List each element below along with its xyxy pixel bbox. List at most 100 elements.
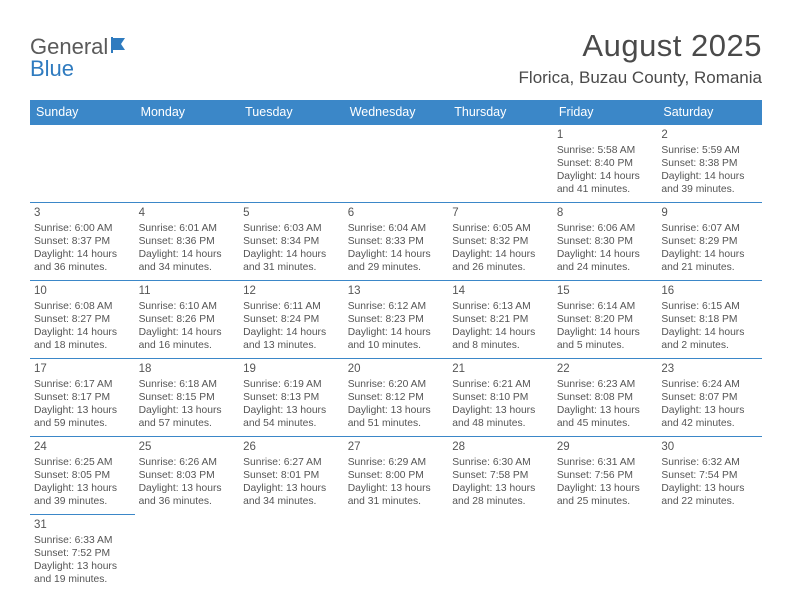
sunset-text: Sunset: 8:40 PM — [557, 157, 654, 170]
sunrise-text: Sunrise: 6:21 AM — [452, 378, 549, 391]
day-number: 2 — [661, 128, 758, 143]
day-number: 11 — [139, 284, 236, 299]
sunset-text: Sunset: 8:18 PM — [661, 313, 758, 326]
calendar-empty-cell — [135, 125, 240, 203]
day-number: 4 — [139, 206, 236, 221]
sunset-text: Sunset: 7:52 PM — [34, 547, 131, 560]
location: Florica, Buzau County, Romania — [519, 68, 762, 88]
daylight-text: Daylight: 14 hours and 8 minutes. — [452, 326, 549, 352]
sunset-text: Sunset: 7:58 PM — [452, 469, 549, 482]
calendar-empty-cell — [448, 125, 553, 203]
sunset-text: Sunset: 8:13 PM — [243, 391, 340, 404]
sunset-text: Sunset: 8:26 PM — [139, 313, 236, 326]
sunrise-text: Sunrise: 6:01 AM — [139, 222, 236, 235]
calendar-day-cell: 1Sunrise: 5:58 AMSunset: 8:40 PMDaylight… — [553, 125, 658, 203]
calendar-empty-cell — [239, 515, 344, 593]
sunrise-text: Sunrise: 6:03 AM — [243, 222, 340, 235]
sunrise-text: Sunrise: 6:25 AM — [34, 456, 131, 469]
day-number: 3 — [34, 206, 131, 221]
sunset-text: Sunset: 8:29 PM — [661, 235, 758, 248]
calendar-day-cell: 10Sunrise: 6:08 AMSunset: 8:27 PMDayligh… — [30, 281, 135, 359]
calendar-empty-cell — [553, 515, 658, 593]
calendar-day-cell: 27Sunrise: 6:29 AMSunset: 8:00 PMDayligh… — [344, 437, 449, 515]
daylight-text: Daylight: 14 hours and 24 minutes. — [557, 248, 654, 274]
daylight-text: Daylight: 14 hours and 13 minutes. — [243, 326, 340, 352]
sunrise-text: Sunrise: 6:20 AM — [348, 378, 445, 391]
calendar-day-cell: 6Sunrise: 6:04 AMSunset: 8:33 PMDaylight… — [344, 203, 449, 281]
daylight-text: Daylight: 14 hours and 2 minutes. — [661, 326, 758, 352]
sunset-text: Sunset: 8:10 PM — [452, 391, 549, 404]
calendar-day-cell: 11Sunrise: 6:10 AMSunset: 8:26 PMDayligh… — [135, 281, 240, 359]
daylight-text: Daylight: 14 hours and 10 minutes. — [348, 326, 445, 352]
day-header: Wednesday — [344, 100, 449, 125]
calendar-day-cell: 31Sunrise: 6:33 AMSunset: 7:52 PMDayligh… — [30, 515, 135, 593]
daylight-text: Daylight: 13 hours and 39 minutes. — [34, 482, 131, 508]
sunrise-text: Sunrise: 5:59 AM — [661, 144, 758, 157]
day-header: Monday — [135, 100, 240, 125]
daylight-text: Daylight: 14 hours and 5 minutes. — [557, 326, 654, 352]
daylight-text: Daylight: 14 hours and 29 minutes. — [348, 248, 445, 274]
day-number: 26 — [243, 440, 340, 455]
calendar-week-row: 24Sunrise: 6:25 AMSunset: 8:05 PMDayligh… — [30, 437, 762, 515]
sunrise-text: Sunrise: 6:05 AM — [452, 222, 549, 235]
daylight-text: Daylight: 13 hours and 36 minutes. — [139, 482, 236, 508]
daylight-text: Daylight: 13 hours and 34 minutes. — [243, 482, 340, 508]
daylight-text: Daylight: 13 hours and 31 minutes. — [348, 482, 445, 508]
sunset-text: Sunset: 8:33 PM — [348, 235, 445, 248]
calendar-day-cell: 5Sunrise: 6:03 AMSunset: 8:34 PMDaylight… — [239, 203, 344, 281]
calendar-day-cell: 9Sunrise: 6:07 AMSunset: 8:29 PMDaylight… — [657, 203, 762, 281]
calendar-empty-cell — [135, 515, 240, 593]
daylight-text: Daylight: 14 hours and 41 minutes. — [557, 170, 654, 196]
sunset-text: Sunset: 8:38 PM — [661, 157, 758, 170]
logo-blue-line: Blue — [30, 56, 74, 82]
calendar-day-cell: 20Sunrise: 6:20 AMSunset: 8:12 PMDayligh… — [344, 359, 449, 437]
sunset-text: Sunset: 8:23 PM — [348, 313, 445, 326]
day-number: 23 — [661, 362, 758, 377]
daylight-text: Daylight: 13 hours and 54 minutes. — [243, 404, 340, 430]
sunrise-text: Sunrise: 6:14 AM — [557, 300, 654, 313]
day-number: 31 — [34, 518, 131, 533]
calendar-empty-cell — [657, 515, 762, 593]
sunset-text: Sunset: 8:12 PM — [348, 391, 445, 404]
day-number: 21 — [452, 362, 549, 377]
calendar-day-cell: 15Sunrise: 6:14 AMSunset: 8:20 PMDayligh… — [553, 281, 658, 359]
sunrise-text: Sunrise: 6:27 AM — [243, 456, 340, 469]
calendar-day-cell: 25Sunrise: 6:26 AMSunset: 8:03 PMDayligh… — [135, 437, 240, 515]
daylight-text: Daylight: 13 hours and 19 minutes. — [34, 560, 131, 586]
day-header: Sunday — [30, 100, 135, 125]
sunset-text: Sunset: 8:03 PM — [139, 469, 236, 482]
sunrise-text: Sunrise: 6:30 AM — [452, 456, 549, 469]
day-number: 20 — [348, 362, 445, 377]
sunset-text: Sunset: 8:00 PM — [348, 469, 445, 482]
sunrise-text: Sunrise: 6:11 AM — [243, 300, 340, 313]
calendar-empty-cell — [344, 125, 449, 203]
day-number: 12 — [243, 284, 340, 299]
daylight-text: Daylight: 14 hours and 16 minutes. — [139, 326, 236, 352]
day-number: 29 — [557, 440, 654, 455]
daylight-text: Daylight: 13 hours and 59 minutes. — [34, 404, 131, 430]
calendar-day-cell: 28Sunrise: 6:30 AMSunset: 7:58 PMDayligh… — [448, 437, 553, 515]
day-header: Thursday — [448, 100, 553, 125]
calendar-day-cell: 19Sunrise: 6:19 AMSunset: 8:13 PMDayligh… — [239, 359, 344, 437]
daylight-text: Daylight: 14 hours and 36 minutes. — [34, 248, 131, 274]
day-header: Tuesday — [239, 100, 344, 125]
calendar-day-cell: 23Sunrise: 6:24 AMSunset: 8:07 PMDayligh… — [657, 359, 762, 437]
sunrise-text: Sunrise: 6:12 AM — [348, 300, 445, 313]
calendar-day-cell: 29Sunrise: 6:31 AMSunset: 7:56 PMDayligh… — [553, 437, 658, 515]
sunset-text: Sunset: 8:01 PM — [243, 469, 340, 482]
calendar-day-cell: 3Sunrise: 6:00 AMSunset: 8:37 PMDaylight… — [30, 203, 135, 281]
calendar-day-cell: 12Sunrise: 6:11 AMSunset: 8:24 PMDayligh… — [239, 281, 344, 359]
calendar-header-row: SundayMondayTuesdayWednesdayThursdayFrid… — [30, 100, 762, 125]
day-number: 8 — [557, 206, 654, 221]
calendar-empty-cell — [448, 515, 553, 593]
calendar-day-cell: 14Sunrise: 6:13 AMSunset: 8:21 PMDayligh… — [448, 281, 553, 359]
day-number: 19 — [243, 362, 340, 377]
sunset-text: Sunset: 8:07 PM — [661, 391, 758, 404]
calendar-day-cell: 4Sunrise: 6:01 AMSunset: 8:36 PMDaylight… — [135, 203, 240, 281]
sunset-text: Sunset: 8:21 PM — [452, 313, 549, 326]
day-number: 6 — [348, 206, 445, 221]
daylight-text: Daylight: 14 hours and 39 minutes. — [661, 170, 758, 196]
calendar-day-cell: 7Sunrise: 6:05 AMSunset: 8:32 PMDaylight… — [448, 203, 553, 281]
sunrise-text: Sunrise: 6:10 AM — [139, 300, 236, 313]
sunset-text: Sunset: 8:08 PM — [557, 391, 654, 404]
